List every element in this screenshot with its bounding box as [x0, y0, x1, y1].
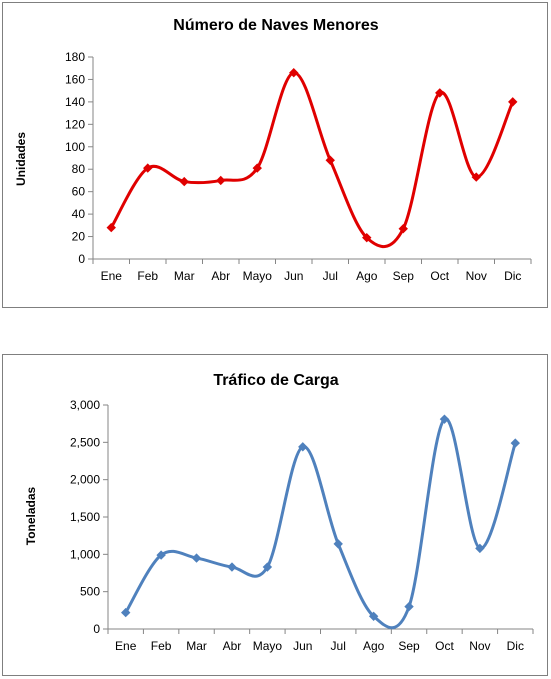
x-tick-label: Mayo	[253, 639, 283, 653]
x-tick-label: Sep	[398, 639, 420, 653]
x-tick-label: Ene	[101, 269, 123, 283]
y-tick-label: 0	[78, 252, 85, 266]
data-point-marker	[227, 562, 237, 572]
x-tick-label: Nov	[469, 639, 490, 653]
data-point-marker	[252, 163, 262, 173]
y-tick-label: 140	[65, 95, 85, 109]
data-point-marker	[439, 414, 450, 424]
data-point-marker	[121, 607, 131, 618]
x-tick-label: Mayo	[243, 269, 273, 283]
chart-panel-carga: Tráfico de Carga Toneladas 0 500 1,000 1,50…	[2, 354, 548, 676]
data-point-marker	[216, 175, 226, 186]
x-tick-label: Oct	[430, 269, 449, 283]
data-point-marker	[298, 442, 308, 452]
x-tick-label: Jun	[293, 639, 312, 653]
data-point-marker	[508, 97, 518, 107]
data-point-marker	[262, 562, 273, 572]
y-tick-label: 2,500	[70, 435, 100, 449]
chart-naves-menores: Número de Naves Menores Unidades 0 20 40 60…	[14, 17, 532, 283]
chart-panel-naves: Número de Naves Menores Unidades 0 20 40 60…	[2, 2, 548, 308]
y-tick-label: 2,000	[70, 473, 100, 487]
y-tick-label: 80	[72, 162, 86, 176]
y-tick-label: 3,000	[70, 398, 100, 412]
data-point-marker	[156, 550, 166, 560]
series-line	[124, 417, 517, 630]
x-tick-label: Jul	[323, 269, 338, 283]
data-point-marker	[289, 68, 299, 78]
x-tick-label: Dic	[507, 639, 524, 653]
y-axis-label: Toneladas	[24, 486, 38, 545]
x-tick-label: Abr	[223, 639, 242, 653]
x-tick-label: Abr	[211, 269, 230, 283]
data-point-marker	[471, 172, 481, 182]
data-point-marker	[106, 222, 116, 233]
y-tick-label: 1,000	[70, 547, 100, 561]
data-point-marker	[510, 438, 520, 448]
data-point-marker	[368, 611, 379, 622]
chart-title: Número de Naves Menores	[173, 17, 379, 34]
x-tick-label: Dic	[504, 269, 521, 283]
x-tick-label: Feb	[151, 639, 172, 653]
data-point-marker	[362, 232, 372, 243]
x-tick-label: Mar	[186, 639, 207, 653]
y-tick-label: 160	[65, 72, 85, 86]
y-tick-label: 180	[65, 50, 85, 64]
data-point-marker	[398, 223, 408, 234]
data-point-marker	[325, 155, 335, 165]
x-tick-label: Jun	[284, 269, 303, 283]
x-tick-label: Ene	[115, 639, 137, 653]
x-tick-label: Ago	[363, 639, 385, 653]
x-tick-label: Ago	[356, 269, 378, 283]
y-tick-label: 0	[93, 622, 100, 636]
chart-title: Tráfico de Carga	[213, 372, 338, 389]
plot-area: 0 500 1,000 1,500 2,000 2,500 3,000 Ene Feb Mar Ab…	[70, 398, 534, 653]
x-tick-label: Mar	[174, 269, 195, 283]
data-point-marker	[191, 553, 202, 563]
chart-trafico-carga: Tráfico de Carga Toneladas 0 500 1,000 1,50…	[24, 372, 534, 653]
x-tick-label: Feb	[137, 269, 158, 283]
data-point-marker	[404, 601, 414, 612]
y-tick-label: 120	[65, 117, 85, 131]
series-line	[109, 71, 515, 249]
y-tick-label: 20	[72, 230, 86, 244]
x-tick-label: Nov	[466, 269, 487, 283]
y-tick-label: 40	[72, 207, 86, 221]
data-point-marker	[179, 176, 189, 187]
y-tick-label: 500	[80, 585, 100, 599]
data-point-marker	[143, 163, 153, 173]
data-point-marker	[475, 543, 485, 554]
plot-area: 0 20 40 60 80 100 120 140 160 180 Ene Feb Mar Abr Mayo…	[65, 50, 532, 283]
x-tick-label: Sep	[393, 269, 415, 283]
y-tick-label: 1,500	[70, 510, 100, 524]
data-point-marker	[333, 539, 343, 549]
x-tick-label: Jul	[331, 639, 346, 653]
y-axis-label: Unidades	[14, 132, 28, 186]
y-tick-label: 60	[72, 185, 86, 199]
y-tick-label: 100	[65, 140, 85, 154]
data-point-marker	[435, 88, 445, 98]
x-tick-label: Oct	[435, 639, 454, 653]
